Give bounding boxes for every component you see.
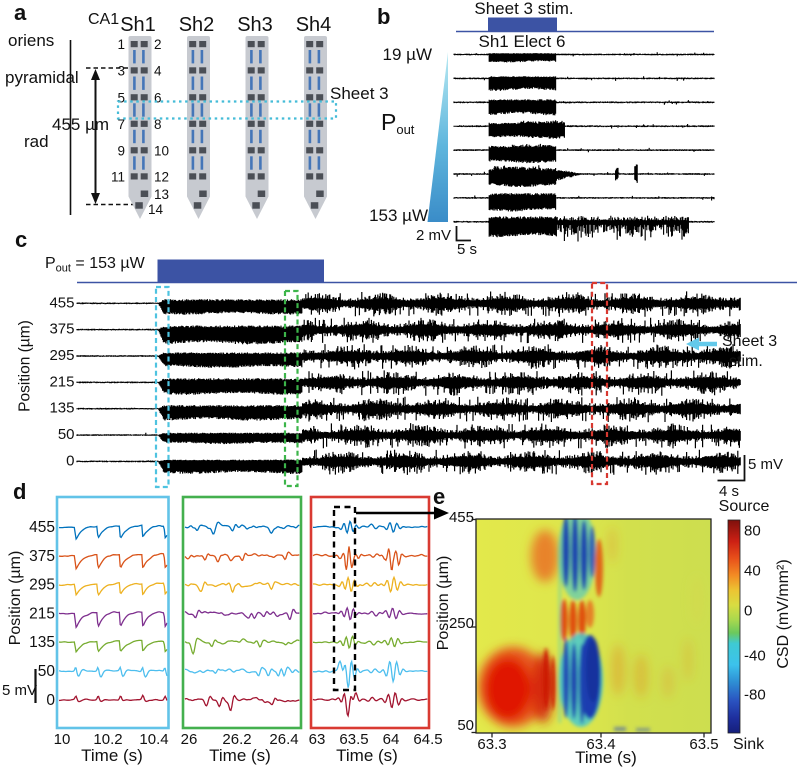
svg-text:pyramidal: pyramidal [5,68,79,87]
svg-text:5 mV: 5 mV [2,682,37,699]
svg-text:12: 12 [154,170,169,185]
svg-text:64: 64 [383,731,400,748]
svg-text:250: 250 [449,615,474,632]
svg-text:5: 5 [117,90,125,105]
svg-text:10: 10 [154,143,169,158]
svg-text:375: 375 [49,321,74,338]
svg-text:14: 14 [148,202,164,217]
svg-text:50: 50 [38,663,56,680]
svg-text:Sh1 Elect 6: Sh1 Elect 6 [479,32,566,51]
svg-text:Sheet 3: Sheet 3 [330,84,389,103]
svg-text:4: 4 [154,64,162,79]
svg-text:64.5: 64.5 [413,731,442,748]
svg-text:rad: rad [24,132,49,151]
svg-text:11: 11 [111,170,125,185]
svg-text:455: 455 [49,294,74,311]
svg-text:1: 1 [117,37,125,52]
svg-text:10.4: 10.4 [139,731,168,748]
svg-text:Pout = 153 µW: Pout = 153 µW [45,255,146,275]
svg-text:oriens: oriens [8,31,54,50]
svg-text:295: 295 [29,577,55,594]
svg-text:40: 40 [744,563,761,580]
svg-text:-80: -80 [744,687,766,704]
svg-text:Sh4: Sh4 [296,14,332,36]
svg-text:63: 63 [309,731,326,748]
svg-text:10: 10 [54,731,71,748]
svg-text:2: 2 [154,37,162,52]
svg-text:63.5: 63.5 [339,731,368,748]
svg-text:0: 0 [66,452,74,469]
svg-text:19 µW: 19 µW [383,45,432,64]
svg-text:135: 135 [49,400,74,417]
svg-text:0: 0 [46,692,55,709]
svg-text:Sh1: Sh1 [120,14,156,36]
svg-text:Sink: Sink [733,736,765,753]
svg-text:Sheet 3 stim.: Sheet 3 stim. [474,0,573,18]
svg-text:2 mV: 2 mV [416,227,451,244]
svg-text:b: b [377,4,390,29]
svg-text:Position (µm): Position (µm) [435,556,452,651]
svg-text:455: 455 [29,519,55,536]
svg-text:80: 80 [744,523,761,540]
svg-text:375: 375 [29,548,55,565]
svg-text:Sh3: Sh3 [237,14,273,36]
svg-text:Time (s): Time (s) [209,746,271,765]
svg-text:e: e [433,484,445,509]
svg-text:455: 455 [449,509,474,526]
svg-text:-40: -40 [744,648,766,665]
svg-text:9: 9 [117,143,125,158]
svg-text:Time (s): Time (s) [336,746,398,765]
svg-text:455 µm: 455 µm [52,115,109,134]
svg-text:8: 8 [154,117,162,132]
svg-text:Time (s): Time (s) [81,746,143,765]
svg-text:4 s: 4 s [719,483,739,500]
svg-text:d: d [13,479,26,504]
svg-text:10.2: 10.2 [93,731,122,748]
svg-text:215: 215 [29,605,55,622]
svg-text:CSD (mV/mm²): CSD (mV/mm²) [775,559,792,668]
svg-text:7: 7 [117,117,125,132]
svg-text:63.5: 63.5 [689,736,718,753]
svg-text:Sh2: Sh2 [179,14,215,36]
svg-text:Pout: Pout [381,109,415,137]
svg-text:6: 6 [154,90,162,105]
svg-text:Position (µm): Position (µm) [17,320,34,412]
svg-text:135: 135 [29,634,55,651]
svg-text:Source: Source [719,498,770,515]
svg-text:0: 0 [744,603,752,620]
svg-text:Position (µm): Position (µm) [7,551,24,646]
svg-text:Sheet 3: Sheet 3 [722,333,777,350]
svg-text:13: 13 [154,187,169,202]
svg-text:stim.: stim. [729,353,763,370]
svg-text:26.2: 26.2 [222,731,251,748]
svg-text:c: c [15,227,27,252]
svg-text:215: 215 [49,373,74,390]
svg-text:26.4: 26.4 [269,731,298,748]
svg-text:5 mV: 5 mV [748,456,783,473]
svg-text:50: 50 [457,717,474,734]
svg-text:3: 3 [117,64,125,79]
svg-text:63.4: 63.4 [586,736,615,753]
svg-text:153 µW: 153 µW [369,206,428,225]
svg-text:295: 295 [49,347,74,364]
svg-text:CA1: CA1 [88,11,119,28]
svg-text:Time (s): Time (s) [575,748,637,767]
svg-text:5 s: 5 s [457,241,477,258]
svg-text:a: a [14,0,27,25]
svg-text:26: 26 [181,731,198,748]
svg-text:63.3: 63.3 [477,736,506,753]
svg-text:50: 50 [58,426,75,443]
